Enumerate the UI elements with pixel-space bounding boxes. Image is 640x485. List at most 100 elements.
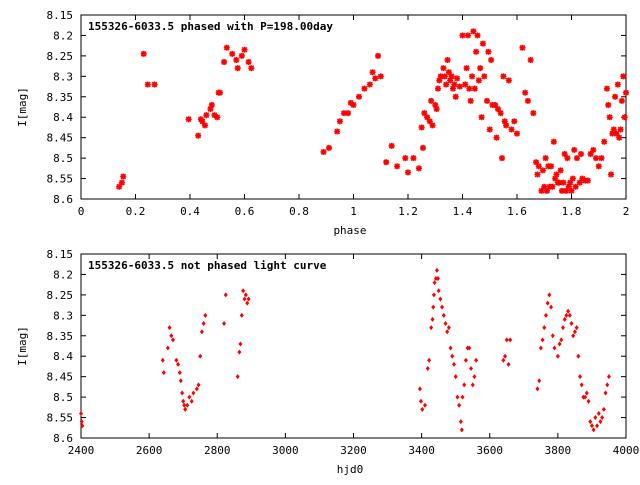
data-point (591, 427, 596, 433)
unphased-x-tick-label: 3000 (272, 444, 299, 457)
data-point (472, 374, 477, 380)
data-point (177, 370, 182, 376)
data-point (196, 382, 201, 388)
data-point (238, 52, 245, 59)
data-point (606, 374, 611, 380)
data-point (603, 85, 610, 92)
data-point (578, 374, 583, 380)
data-point (118, 179, 125, 186)
data-point (203, 112, 210, 119)
data-point (574, 325, 579, 331)
phased-y-tick-label: 8.3 (53, 70, 73, 83)
data-point (355, 93, 362, 100)
data-point (530, 110, 537, 117)
data-point (445, 329, 450, 335)
data-point (420, 406, 425, 412)
data-point (473, 48, 480, 55)
data-point (454, 75, 461, 82)
data-point (616, 134, 623, 141)
data-point (405, 169, 411, 176)
data-point (325, 144, 332, 151)
data-point (492, 101, 499, 108)
data-point (527, 56, 534, 63)
data-point (501, 357, 506, 363)
data-point (452, 93, 459, 100)
data-point (229, 50, 236, 57)
data-point (79, 410, 83, 416)
data-point (241, 46, 248, 53)
data-point (428, 97, 435, 104)
unphased-y-tick-label: 8.55 (47, 412, 74, 425)
phased-x-tick-label: 2 (623, 205, 630, 218)
data-point (610, 126, 617, 133)
data-point (505, 77, 512, 84)
data-point (560, 179, 567, 186)
data-point (456, 83, 463, 90)
data-point (567, 179, 574, 186)
data-point (463, 65, 470, 72)
data-point (550, 333, 555, 339)
data-point (432, 280, 437, 286)
data-point (201, 321, 206, 327)
phased-y-tick-label: 8.25 (47, 50, 74, 63)
data-point (474, 357, 479, 363)
unphased-x-tick-label: 2600 (136, 444, 163, 457)
data-point (595, 163, 602, 170)
data-point (336, 118, 343, 125)
data-point (506, 361, 511, 367)
data-point (419, 144, 426, 151)
data-point (444, 56, 451, 63)
phased-x-tick-label: 1.2 (398, 205, 418, 218)
data-point (183, 406, 188, 412)
data-point (601, 138, 608, 145)
data-point (584, 390, 589, 396)
data-point (559, 337, 564, 343)
data-point (493, 134, 500, 141)
data-point (478, 114, 485, 121)
data-point (614, 81, 621, 88)
data-point (499, 155, 506, 162)
data-point (176, 361, 181, 367)
data-point (440, 304, 445, 310)
data-point (208, 101, 215, 108)
data-point (448, 345, 453, 351)
data-point (589, 423, 594, 429)
data-point (151, 81, 158, 88)
data-point (320, 148, 327, 155)
data-point (557, 167, 564, 174)
unphased-x-tick-label: 3800 (545, 444, 572, 457)
data-point (144, 81, 151, 88)
data-point (189, 398, 194, 404)
data-point (500, 73, 507, 80)
data-point (435, 276, 440, 282)
data-point (448, 73, 455, 80)
data-point (571, 333, 576, 339)
data-point (418, 398, 423, 404)
unphased-x-tick-label: 3600 (477, 444, 504, 457)
data-point (237, 349, 242, 355)
data-point (596, 410, 601, 416)
data-point (418, 124, 425, 131)
data-point (475, 77, 482, 84)
data-point (160, 357, 165, 363)
data-point (543, 312, 548, 318)
data-point (590, 146, 597, 153)
data-point (451, 81, 458, 88)
data-point (423, 402, 428, 408)
phased-y-tick-label: 8.45 (47, 132, 74, 145)
data-point (549, 304, 554, 310)
data-point (235, 374, 240, 380)
data-point (467, 345, 472, 351)
data-point (586, 398, 591, 404)
unphased-x-axis-label: hjd0 (337, 463, 364, 476)
phased-y-tick-label: 8.15 (47, 9, 74, 22)
data-point (579, 382, 584, 388)
phased-y-tick-label: 8.2 (53, 29, 73, 42)
data-point (560, 325, 565, 331)
data-point (479, 40, 486, 47)
data-point (600, 415, 605, 421)
data-point (548, 163, 555, 170)
data-point (477, 65, 484, 72)
data-point (80, 423, 85, 429)
